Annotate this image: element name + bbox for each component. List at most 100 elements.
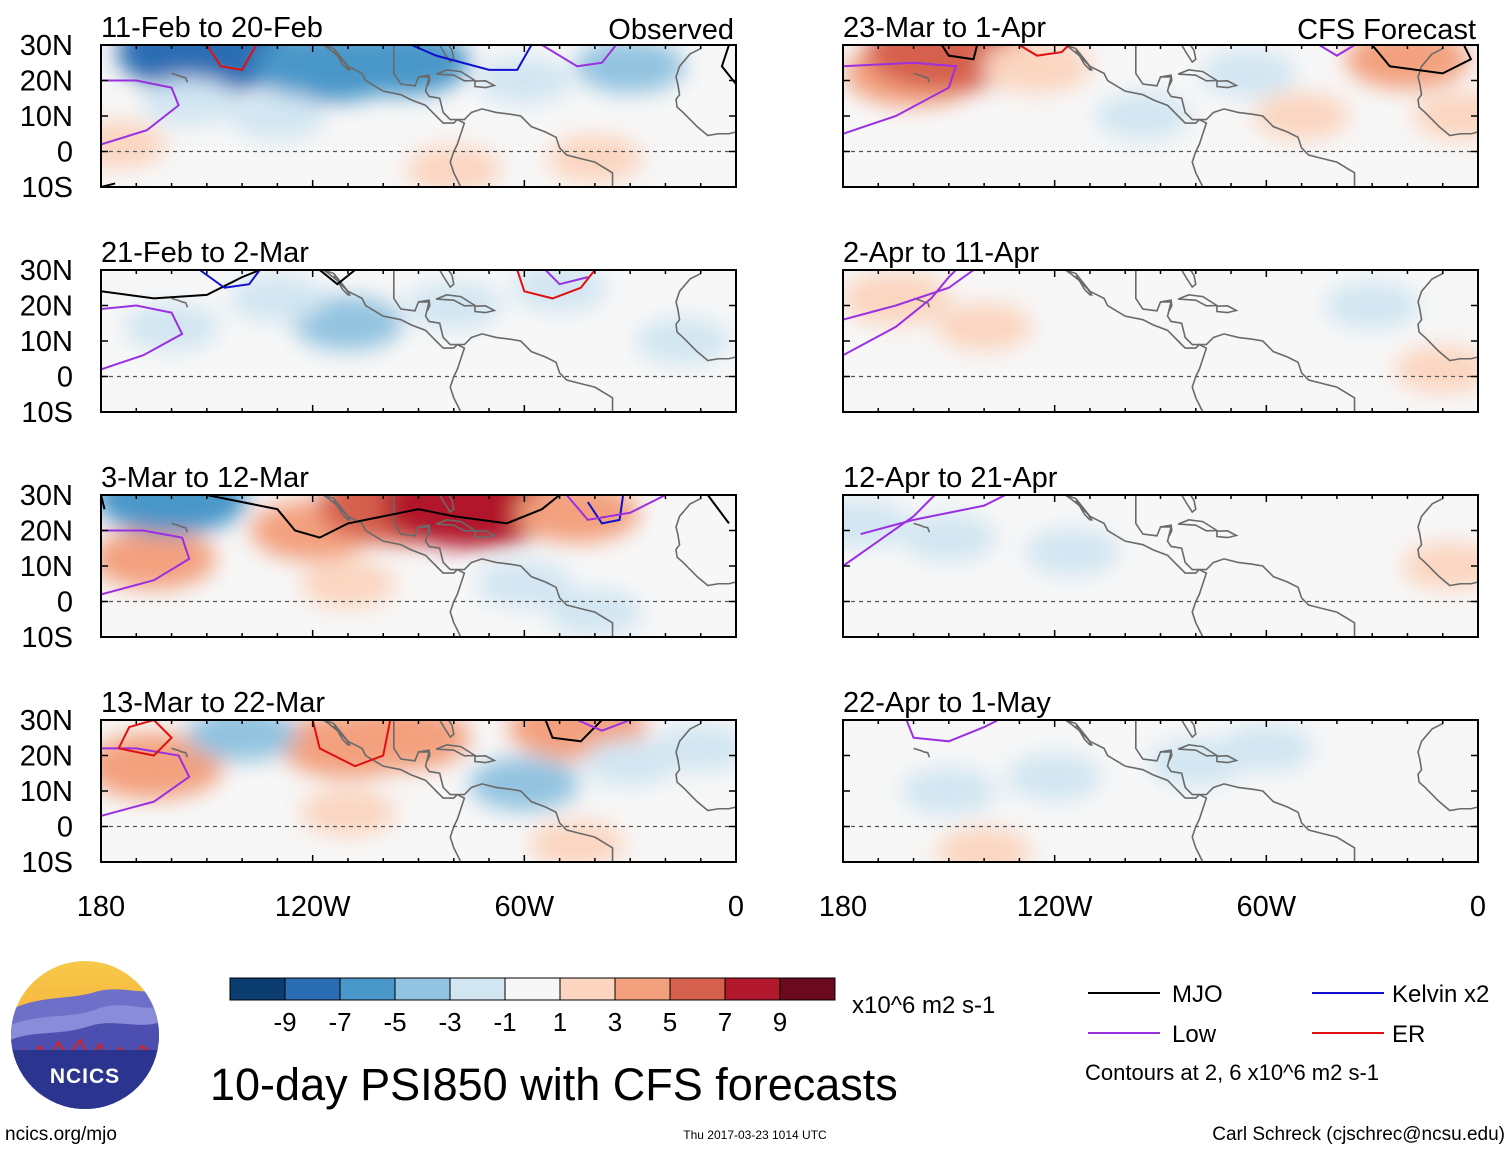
- colorbar-label: -1: [493, 1007, 516, 1037]
- panel-5: 23-Mar to 1-Apr CFS Forecast: [842, 12, 1479, 188]
- contour-er: [311, 720, 392, 768]
- panel-ticks: [842, 269, 1479, 413]
- colorbar-label: -7: [328, 1007, 351, 1037]
- colorbar-label: 1: [553, 1007, 567, 1037]
- contour-low: [101, 79, 180, 146]
- coastline: [171, 747, 189, 758]
- anomaly-blob: [405, 145, 502, 187]
- anomaly-blob: [900, 513, 997, 562]
- anomaly-blob: [229, 92, 326, 140]
- contour-low: [544, 270, 589, 286]
- anomaly-blob: [476, 559, 573, 608]
- contour-mjo: [319, 270, 356, 286]
- lat-label: 10N: [20, 326, 73, 358]
- lat-label: 0: [57, 362, 73, 394]
- coastline: [1160, 74, 1173, 87]
- coastline: [418, 749, 431, 762]
- colorbar-swatch: [559, 977, 616, 1001]
- colorbar-label: 5: [663, 1007, 677, 1037]
- coastline: [1417, 45, 1478, 137]
- anomaly-blob: [1412, 92, 1478, 140]
- coastline: [322, 45, 352, 71]
- island: [1216, 305, 1239, 314]
- coastline: [1135, 45, 1356, 187]
- contour-kelvin: [199, 270, 261, 289]
- lat-label: 20N: [20, 291, 73, 323]
- anomaly-blob: [405, 281, 502, 330]
- legend-contour-note: Contours at 2, 6 x10^6 m2 s-1: [1085, 1060, 1379, 1085]
- coastline: [1064, 720, 1094, 746]
- coastline: [1180, 495, 1197, 514]
- lat-label: 30N: [20, 705, 73, 737]
- wave-contours: [843, 495, 1006, 567]
- coastline: [393, 45, 614, 187]
- contour-er: [516, 270, 596, 300]
- colorbar-swatch: [449, 977, 506, 1001]
- lat-label: 30N: [20, 255, 73, 287]
- anomaly-blob: [299, 788, 396, 837]
- coastlines: [913, 495, 1478, 637]
- coastline: [675, 720, 736, 812]
- anomaly-blob: [1024, 527, 1121, 576]
- coastline: [1064, 495, 1094, 521]
- anomaly-field: [101, 45, 686, 187]
- lat-label: 10N: [20, 101, 73, 133]
- coastlines: [913, 270, 1478, 412]
- ncics-logo-text: NCICS: [50, 1065, 120, 1088]
- contour-mjo: [720, 45, 736, 85]
- anomaly-blob: [575, 45, 686, 94]
- island: [474, 755, 497, 764]
- coastline: [913, 522, 931, 533]
- panel-8: 22-Apr to 1-May 180 120W 60W 0: [819, 687, 1486, 923]
- legend-er-label: ER: [1392, 1021, 1425, 1048]
- colorbar: -9 -7 -5 -3 -1 1 3 5 7 9 x10^6 m2 s-1: [229, 977, 995, 1037]
- contour-mjo: [706, 495, 730, 524]
- panel-6: 2-Apr to 11-Apr: [842, 237, 1479, 413]
- contour-er: [117, 720, 173, 757]
- coastline: [1064, 720, 1208, 862]
- coastline: [1180, 270, 1197, 289]
- contour-low: [860, 495, 1006, 536]
- coastline: [1160, 749, 1173, 762]
- island: [1216, 755, 1239, 764]
- coastline: [1417, 495, 1478, 587]
- anomaly-blob: [101, 495, 248, 535]
- anomaly-blob: [101, 528, 216, 589]
- anomaly-blob: [635, 317, 732, 365]
- coastline: [675, 495, 736, 587]
- contour-mjo: [940, 45, 979, 61]
- figure-title: 10-day PSI850 with CFS forecasts: [210, 1059, 898, 1110]
- coastline: [1180, 720, 1197, 739]
- wave-contours: [843, 45, 1473, 135]
- lat-label: 10N: [20, 776, 73, 808]
- anomaly-blob: [843, 499, 909, 548]
- coastline: [1064, 495, 1208, 637]
- anomaly-blob: [1218, 724, 1315, 773]
- lat-label: 0: [57, 587, 73, 619]
- coastlines: [171, 720, 736, 862]
- contour-mjo: [101, 270, 261, 300]
- contour-mjo: [1371, 45, 1473, 75]
- footer-url[interactable]: ncics.org/mjo: [5, 1124, 117, 1145]
- panel-ticks: [100, 44, 737, 188]
- colorbar-label: 9: [773, 1007, 787, 1037]
- lon-label: 180: [77, 891, 125, 923]
- lat-label: 30N: [20, 30, 73, 62]
- anomaly-blob: [123, 302, 220, 351]
- wave-contours: [843, 270, 975, 357]
- coastline: [393, 270, 614, 412]
- contour-low: [101, 304, 184, 371]
- colorbar-label: 3: [608, 1007, 622, 1037]
- anomaly-blob: [1253, 92, 1350, 140]
- contour-low: [565, 495, 666, 521]
- contour-mjo: [544, 720, 603, 743]
- coastlines: [171, 45, 736, 187]
- ncics-logo: NCICS: [11, 961, 159, 1109]
- panel-title: 11-Feb to 20-Feb: [101, 12, 323, 44]
- lat-label: 10S: [21, 622, 73, 654]
- anomaly-blob: [511, 270, 608, 312]
- coastline: [418, 74, 431, 87]
